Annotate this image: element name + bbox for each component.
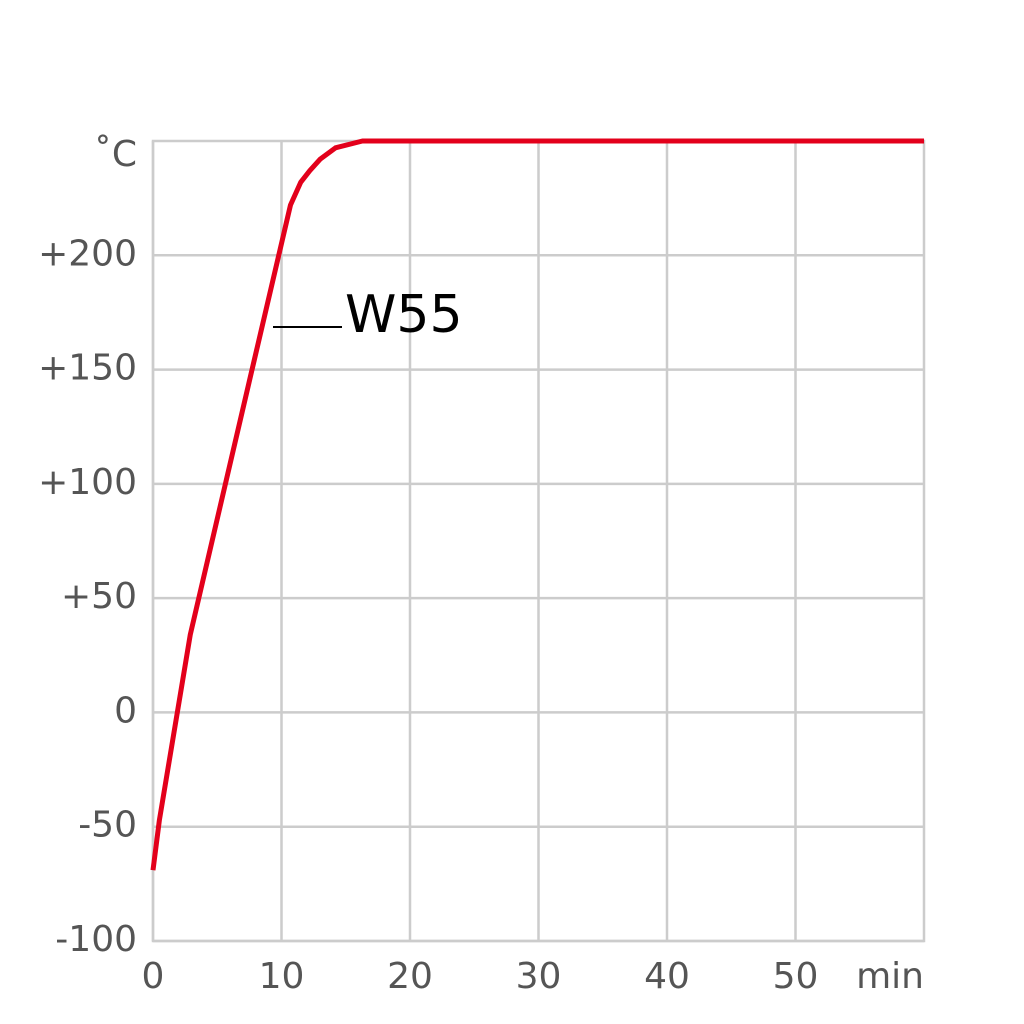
x-axis-label: min bbox=[856, 956, 924, 997]
x-tick-label: 40 bbox=[644, 956, 690, 997]
series-label: W55 bbox=[345, 285, 463, 345]
data-line bbox=[150, 138, 924, 871]
y-tick-label: +200 bbox=[38, 233, 137, 274]
x-tick-label: 0 bbox=[142, 956, 165, 997]
y-tick-label: -100 bbox=[55, 919, 137, 960]
y-tick-label: -50 bbox=[78, 805, 137, 846]
y-tick-label: 0 bbox=[114, 690, 137, 731]
x-tick-label: 20 bbox=[387, 956, 433, 997]
y-tick-label: +50 bbox=[61, 576, 137, 617]
y-tick-label: +100 bbox=[38, 462, 137, 503]
y-axis-label: ˚C bbox=[94, 134, 137, 175]
x-tick-label: 30 bbox=[516, 956, 562, 997]
x-tick-label: 50 bbox=[773, 956, 819, 997]
y-tick-label: +150 bbox=[38, 348, 137, 389]
x-tick-label: 10 bbox=[259, 956, 305, 997]
